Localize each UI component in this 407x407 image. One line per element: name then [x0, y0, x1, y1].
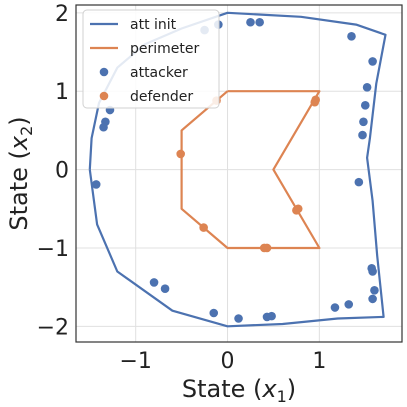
- legend-attacker-label: attacker: [130, 65, 188, 81]
- plot-area: [88, 11, 387, 328]
- attacker-point: [358, 130, 367, 140]
- y-tick-label: −1: [37, 237, 69, 262]
- defender-point: [176, 149, 185, 159]
- attacker-point: [234, 314, 243, 323]
- attacker-point: [368, 294, 377, 304]
- legend-box: [82, 9, 220, 109]
- attacker-point: [360, 101, 370, 110]
- x-tick-label: −1: [119, 349, 151, 374]
- attacker-point: [370, 285, 379, 295]
- x-axis-label: State (x1): [182, 375, 296, 406]
- legend-attacker-marker: [99, 67, 109, 77]
- defender-point: [293, 204, 303, 214]
- attacker-point: [91, 180, 101, 189]
- defender-point: [199, 223, 208, 232]
- attacker-point: [344, 300, 354, 309]
- attacker-point: [362, 82, 372, 92]
- attacker-point: [330, 303, 340, 312]
- defender-point: [311, 95, 320, 105]
- attacker-point: [347, 32, 356, 41]
- attacker-point: [354, 177, 364, 187]
- attacker-point: [368, 267, 377, 276]
- attacker-point: [209, 308, 219, 318]
- legend-defender-marker: [99, 91, 109, 101]
- attacker-point: [262, 312, 272, 322]
- plot-frame: [75, 4, 403, 343]
- y-tick-label: −2: [37, 315, 69, 340]
- y-axis-label: State (x2): [5, 116, 36, 230]
- legend-att-init-label: att init: [130, 17, 177, 33]
- tick-labels: −1 0 1 −2 −1 0 1 2: [37, 2, 327, 374]
- x-tick-label: 1: [312, 349, 326, 374]
- attacker-point: [246, 17, 255, 27]
- attacker-point: [149, 278, 159, 287]
- y-tick-label: 1: [55, 80, 69, 105]
- attacker-point: [359, 117, 368, 127]
- attacker-point: [160, 284, 170, 294]
- attacker-point: [255, 17, 264, 27]
- y-tick-label: 2: [55, 2, 69, 27]
- attacker-point: [368, 57, 377, 66]
- attacker-point: [99, 122, 108, 132]
- legend-defender-label: defender: [130, 89, 193, 105]
- legend: att init perimeter attacker defender: [82, 9, 220, 109]
- y-tick-label: 0: [55, 159, 69, 184]
- x-tick-label: 0: [221, 349, 235, 374]
- legend-perimeter-label: perimeter: [130, 41, 199, 57]
- defender-point: [262, 243, 272, 253]
